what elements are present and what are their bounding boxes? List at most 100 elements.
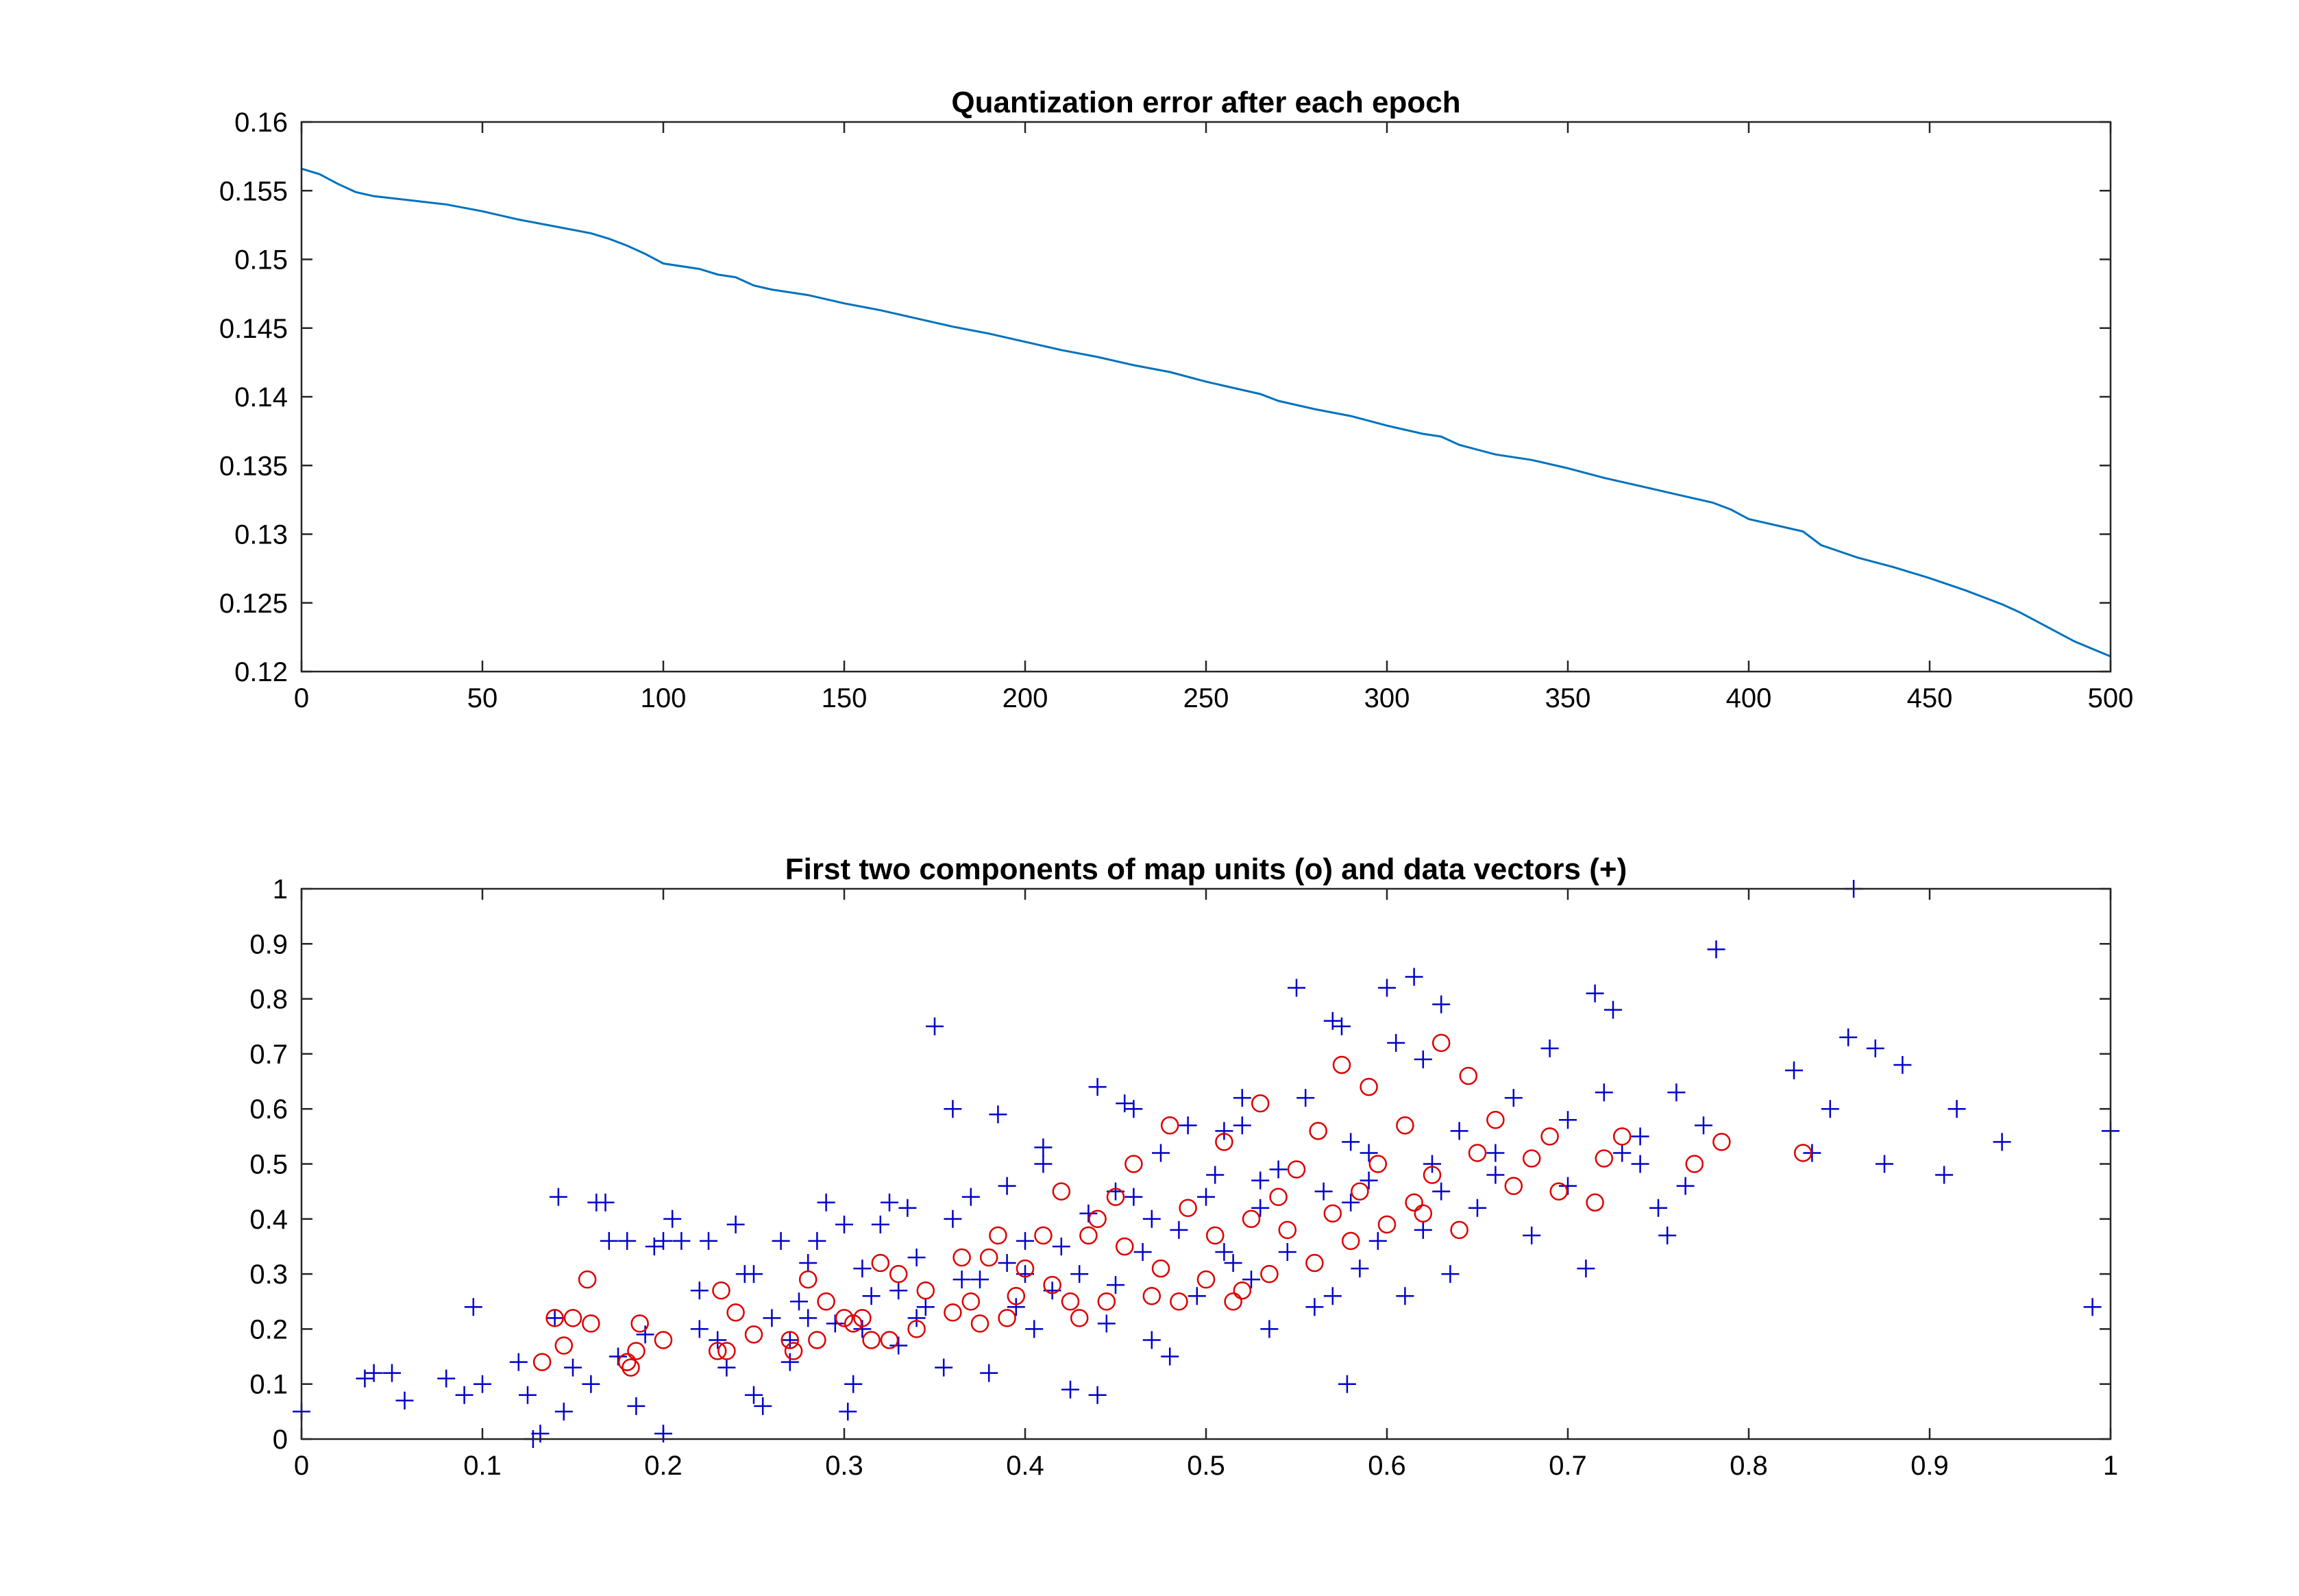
data-vector-point bbox=[1695, 1116, 1712, 1135]
x-tick-label: 0 bbox=[294, 1451, 309, 1481]
data-vector-point bbox=[961, 1188, 980, 1206]
data-vector-point bbox=[1540, 1039, 1559, 1057]
data-vector-point bbox=[395, 1391, 414, 1410]
y-tick-label: 0.2 bbox=[249, 1314, 288, 1345]
map-unit-point bbox=[1242, 1210, 1261, 1229]
map-unit-point bbox=[961, 1292, 981, 1311]
data-vector-point bbox=[1170, 1220, 1188, 1239]
data-vector-point bbox=[1368, 1231, 1387, 1250]
y-tick-label: 0.14 bbox=[234, 382, 288, 413]
map-unit-point bbox=[1323, 1204, 1342, 1223]
map-unit-point bbox=[627, 1342, 646, 1360]
data-vector-point bbox=[726, 1215, 745, 1233]
map-unit-point bbox=[1016, 1259, 1035, 1278]
data-vector-point bbox=[763, 1309, 781, 1327]
data-vector-point bbox=[1305, 1298, 1324, 1316]
data-vector-point bbox=[1876, 1155, 1893, 1173]
data-vector-point bbox=[582, 1375, 600, 1393]
quantization-error-line bbox=[301, 167, 2111, 658]
data-vector-point bbox=[1142, 1210, 1161, 1228]
data-vector-point bbox=[1116, 1094, 1134, 1113]
y-tick-label: 1 bbox=[273, 874, 288, 905]
data-vector-point bbox=[1260, 1320, 1279, 1338]
map-unit-point bbox=[622, 1358, 640, 1377]
data-vector-point bbox=[780, 1331, 799, 1349]
data-vector-point bbox=[1251, 1199, 1270, 1217]
data-vector-point bbox=[509, 1353, 528, 1371]
data-vector-point bbox=[1034, 1155, 1053, 1173]
map-unit-point bbox=[744, 1325, 763, 1344]
map-unit-point bbox=[1151, 1259, 1170, 1278]
map-unit-point bbox=[1504, 1177, 1523, 1195]
data-vector-point bbox=[1188, 1287, 1206, 1305]
data-vector-point bbox=[1251, 1171, 1270, 1190]
data-vector-point bbox=[690, 1281, 709, 1300]
map-unit-point bbox=[1431, 1033, 1451, 1053]
data-vector-point bbox=[1405, 968, 1423, 986]
map-unit-point bbox=[654, 1331, 673, 1349]
data-vector-point bbox=[1124, 1188, 1143, 1206]
y-tick-label: 0.3 bbox=[249, 1260, 288, 1290]
map-unit-point bbox=[582, 1314, 600, 1333]
map-unit-point bbox=[1309, 1122, 1327, 1140]
data-vector-point bbox=[383, 1364, 401, 1382]
data-vector-point bbox=[2083, 1298, 2102, 1316]
map-unit-point bbox=[1549, 1182, 1569, 1201]
data-vector-point bbox=[907, 1309, 926, 1327]
data-vector-point bbox=[672, 1231, 691, 1250]
data-vector-point bbox=[844, 1375, 863, 1393]
map-unit-point bbox=[1278, 1220, 1297, 1240]
y-tick-label: 0 bbox=[273, 1425, 288, 1455]
axes-box bbox=[300, 121, 2112, 673]
x-tick-label: 0.2 bbox=[644, 1451, 683, 1481]
map-unit-point bbox=[1070, 1309, 1089, 1327]
data-vector-point bbox=[1278, 1242, 1296, 1261]
x-tick-label: 0.5 bbox=[1187, 1451, 1225, 1481]
y-tick-label: 0.5 bbox=[249, 1150, 288, 1180]
map-unit-point bbox=[1196, 1270, 1216, 1289]
axis-ticks: 0 0.1 0.2 0.3 0.4 0.5 0.6 0.7 0.8 0.9 1 0 0.1 0.2 0.3 0… bbox=[249, 874, 2118, 1481]
map-unit-point bbox=[1007, 1286, 1026, 1305]
data-vector-point bbox=[754, 1397, 772, 1415]
data-vector-point bbox=[1631, 1155, 1649, 1173]
data-vector-point bbox=[1504, 1089, 1523, 1107]
data-vector-point bbox=[1649, 1199, 1667, 1217]
data-vector-point bbox=[971, 1270, 989, 1289]
quantization-error-chart: Quantization error after each epoch 0 50 1… bbox=[219, 86, 2133, 713]
map-unit-point bbox=[907, 1320, 926, 1338]
data-vector-point bbox=[1215, 1242, 1233, 1261]
data-vector-point bbox=[618, 1231, 637, 1250]
map-unit-point bbox=[1685, 1155, 1704, 1173]
data-vector-point bbox=[1631, 1127, 1649, 1146]
data-vector-point bbox=[1088, 1386, 1107, 1404]
data-vector-point bbox=[1269, 1160, 1288, 1179]
data-vector-point bbox=[1523, 1226, 1541, 1244]
data-vector-point bbox=[1007, 1298, 1025, 1316]
map-unit-point bbox=[862, 1331, 881, 1349]
map-unit-point bbox=[563, 1309, 582, 1327]
map-unit-point bbox=[1468, 1144, 1487, 1162]
data-vector-point bbox=[1070, 1265, 1089, 1284]
map-unit-point bbox=[1712, 1133, 1731, 1151]
data-vector-point bbox=[808, 1231, 826, 1250]
data-vector-point bbox=[455, 1386, 474, 1404]
x-tick-label: 250 bbox=[1183, 683, 1229, 713]
map-unit-point bbox=[889, 1264, 908, 1284]
data-vector-point bbox=[1604, 1000, 1622, 1019]
map-unit-point bbox=[712, 1281, 730, 1300]
data-vector-point bbox=[1338, 1375, 1356, 1393]
data-vector-point bbox=[799, 1254, 817, 1273]
data-vector-point bbox=[980, 1364, 998, 1382]
data-vector-point bbox=[1107, 1276, 1124, 1294]
data-vector-point bbox=[356, 1369, 374, 1388]
data-vector-point bbox=[1360, 1144, 1378, 1162]
map-unit-point bbox=[916, 1281, 935, 1300]
x-tick-label: 0.8 bbox=[1730, 1451, 1768, 1481]
data-vector-point bbox=[545, 1309, 564, 1327]
map-unit-point bbox=[1396, 1116, 1414, 1135]
x-tick-label: 300 bbox=[1364, 683, 1410, 713]
map-unit-point bbox=[1224, 1292, 1242, 1311]
data-vector-point bbox=[1052, 1237, 1070, 1255]
data-vector-point bbox=[916, 1298, 935, 1316]
